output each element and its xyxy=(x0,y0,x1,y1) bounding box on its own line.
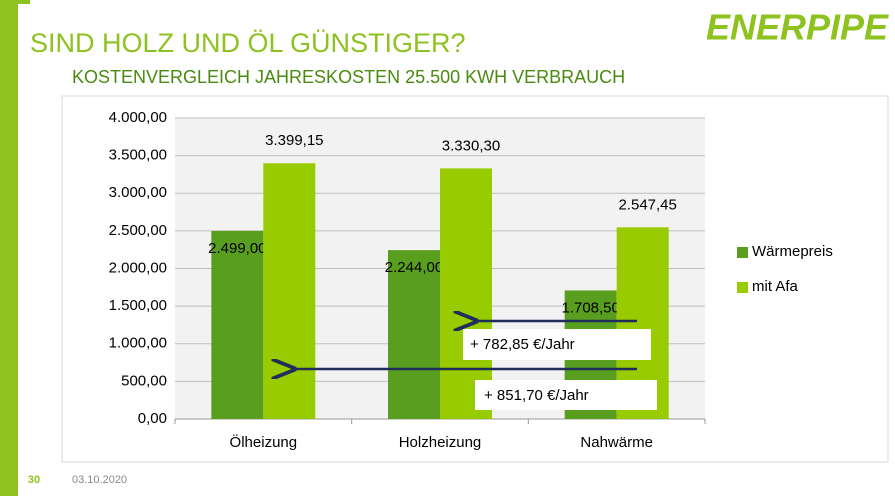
value-label: 3.330,30 xyxy=(442,137,500,154)
value-label: 2.547,45 xyxy=(618,196,676,213)
logo: ENERPIPE xyxy=(706,7,889,48)
page-number: 30 xyxy=(28,474,40,486)
annotation-box xyxy=(475,380,657,410)
annotation: + 782,85 €/Jahr xyxy=(470,336,575,353)
bar xyxy=(440,168,492,419)
y-tick-label: 2.000,00 xyxy=(109,259,167,276)
bar xyxy=(263,163,316,419)
y-tick-label: 1.000,00 xyxy=(109,335,167,352)
y-tick-label: 4.000,00 xyxy=(109,109,167,126)
value-label: 3.399,15 xyxy=(265,132,323,149)
side-bar xyxy=(0,0,18,496)
slide-title: SIND HOLZ UND ÖL GÜNSTIGER? xyxy=(30,28,466,58)
y-tick-label: 500,00 xyxy=(121,372,167,389)
date: 03.10.2020 xyxy=(72,474,127,486)
value-label: 2.499,00 xyxy=(208,240,266,257)
legend-swatch xyxy=(737,282,748,293)
y-tick-label: 0,00 xyxy=(138,410,167,427)
x-tick-label: Nahwärme xyxy=(580,434,653,451)
x-tick-label: Ölheizung xyxy=(230,433,298,451)
top-accent xyxy=(0,0,30,4)
annotation-box xyxy=(463,329,651,360)
bar xyxy=(388,250,440,419)
value-label: 2.244,00 xyxy=(385,259,443,276)
x-tick-label: Holzheizung xyxy=(399,434,482,451)
bar xyxy=(211,230,264,419)
legend-label: Wärmepreis xyxy=(752,243,833,260)
legend-label: mit Afa xyxy=(752,278,799,295)
y-tick-label: 2.500,00 xyxy=(109,222,167,239)
y-tick-label: 3.500,00 xyxy=(109,147,167,164)
y-tick-label: 3.000,00 xyxy=(109,184,167,201)
annotation: + 851,70 €/Jahr xyxy=(484,387,589,404)
legend-swatch xyxy=(737,247,748,258)
value-label: 1.708,50 xyxy=(561,299,619,316)
y-tick-label: 1.500,00 xyxy=(109,297,167,314)
slide-subtitle: KOSTENVERGLEICH JAHRESKOSTEN 25.500 KWH … xyxy=(72,67,625,87)
